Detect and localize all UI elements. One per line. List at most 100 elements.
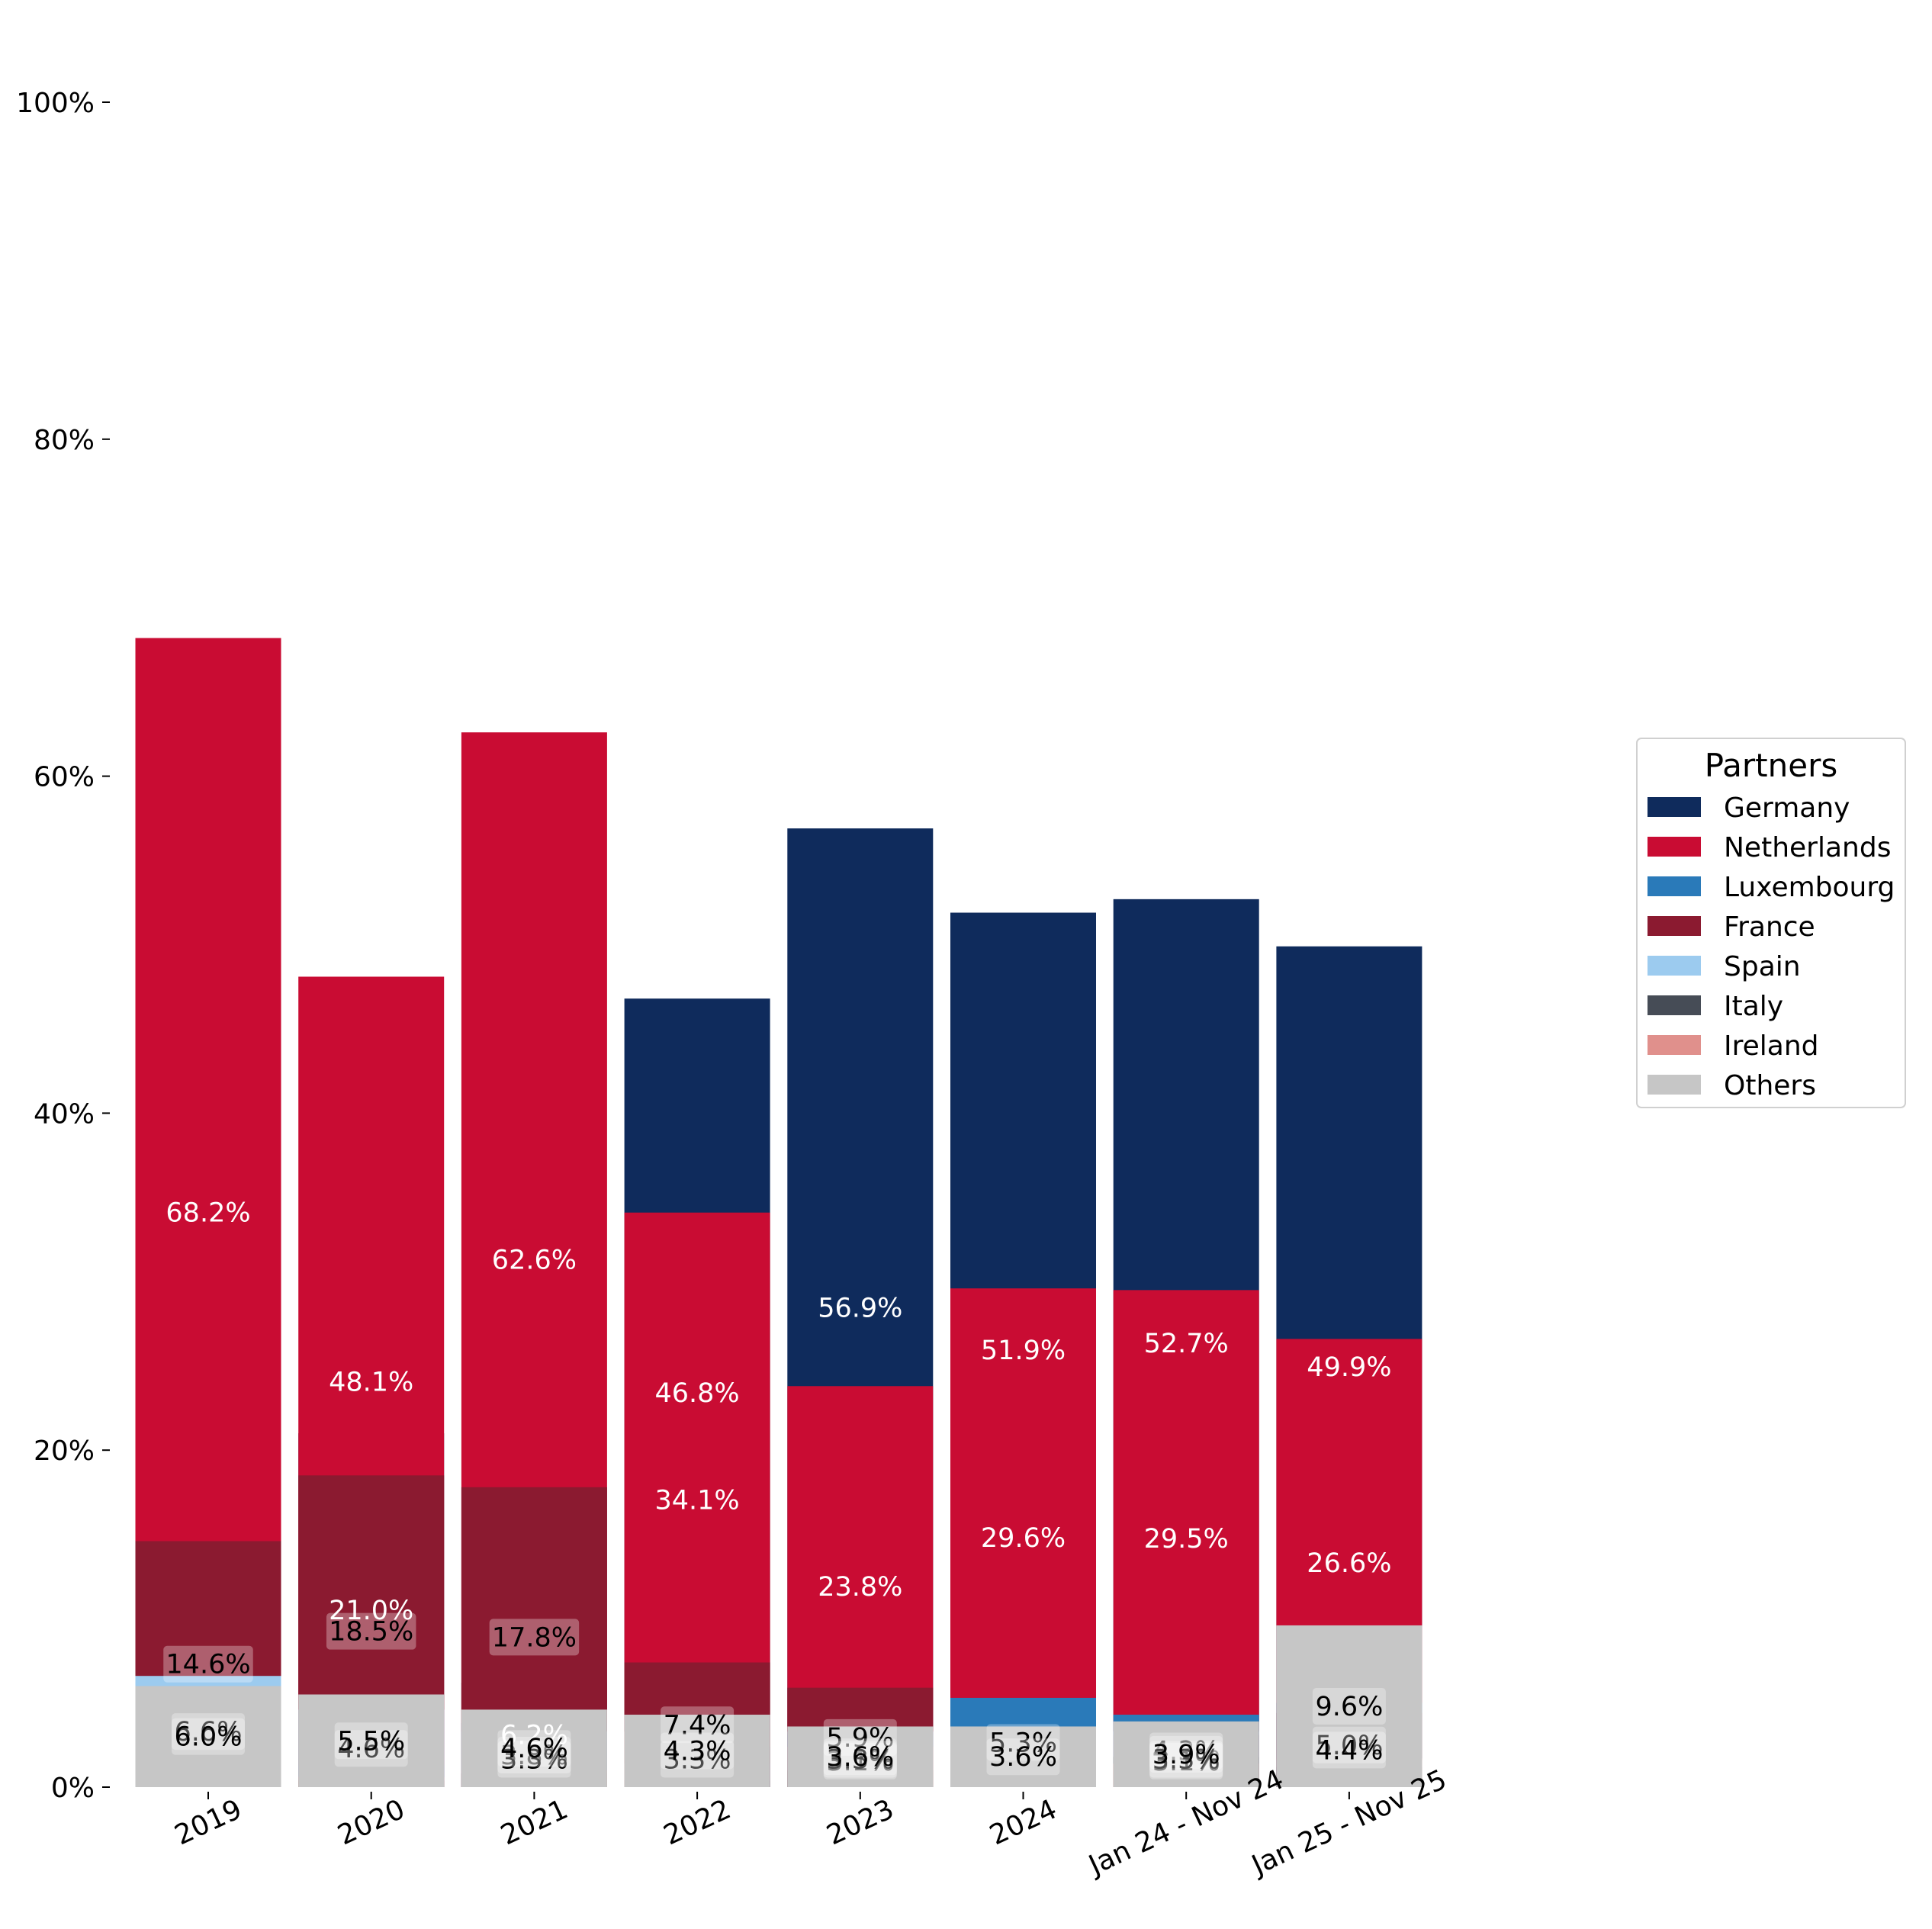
data-label-netherlands-jan-24-nov-24: 29.5% bbox=[1144, 1524, 1229, 1554]
x-tick-label-2024: 2024 bbox=[985, 1794, 1062, 1852]
data-label-ireland-2022-box bbox=[661, 1741, 735, 1778]
data-label-luxembourg-2024-box bbox=[986, 1724, 1060, 1761]
bars-layer bbox=[135, 638, 1422, 1788]
data-label-spain-2021-box bbox=[497, 1741, 571, 1778]
data-label-spain-jan-24-nov-24-box bbox=[1149, 1741, 1223, 1778]
legend-swatch-luxembourg bbox=[1648, 876, 1701, 896]
bar-others-jan-25-nov-25 bbox=[1276, 1625, 1422, 1787]
legend-label-luxembourg: Luxembourg bbox=[1724, 872, 1895, 903]
data-label-france-2022: 7.4% bbox=[664, 1710, 731, 1741]
y-tick-label-0: 0% bbox=[51, 1773, 95, 1804]
y-tick-label-3: 60% bbox=[34, 762, 95, 793]
y-axis: 0% 20% 40% 60% 80% 100% bbox=[16, 88, 110, 1804]
data-label-luxembourg-2021: 3.8% bbox=[500, 1741, 568, 1771]
data-label-france-2020-box bbox=[326, 1612, 416, 1650]
data-label-germany-jan-24-nov-24: 52.7% bbox=[1144, 1329, 1229, 1359]
bar-others-2019 bbox=[135, 1686, 281, 1787]
data-labels-layer: 68.2%14.6%6.6%6.0%21.0%48.1%18.5%4.6%5.5… bbox=[163, 1198, 1391, 1780]
x-tick-label-2021: 2021 bbox=[496, 1794, 572, 1852]
data-label-others-2019: 6.0% bbox=[175, 1722, 243, 1753]
data-label-spain-2019-box bbox=[172, 1713, 245, 1751]
data-label-others-jan-25-nov-25-box bbox=[1312, 1687, 1386, 1725]
data-label-france-jan-24-nov-24: 3.1% bbox=[1152, 1747, 1220, 1777]
data-label-luxembourg-2021-box bbox=[497, 1737, 571, 1774]
data-label-others-2024: 3.6% bbox=[989, 1742, 1057, 1773]
legend-label-germany: Germany bbox=[1724, 792, 1850, 824]
data-label-luxembourg-jan-25-nov-25-box bbox=[1312, 1726, 1386, 1763]
legend-label-others: Others bbox=[1724, 1070, 1816, 1101]
data-label-france-jan-25-nov-25-box bbox=[1312, 1731, 1386, 1769]
data-label-others-2020: 5.5% bbox=[337, 1726, 405, 1757]
data-label-france-2023-box bbox=[823, 1718, 897, 1756]
data-label-others-jan-25-nov-25: 9.6% bbox=[1315, 1692, 1383, 1722]
data-label-others-2022-box bbox=[661, 1732, 735, 1770]
data-label-germany-2022: 46.8% bbox=[655, 1378, 740, 1409]
data-label-others-2024-box bbox=[986, 1738, 1060, 1776]
legend-label-france: France bbox=[1724, 911, 1815, 943]
data-label-spain-jan-24-nov-24: 3.3% bbox=[1152, 1745, 1220, 1776]
y-tick-label-2: 40% bbox=[34, 1098, 95, 1130]
data-label-france-2019: 14.6% bbox=[166, 1650, 250, 1680]
data-label-netherlands-2019: 68.2% bbox=[166, 1198, 250, 1229]
data-label-others-2021: 4.6% bbox=[500, 1734, 568, 1764]
bar-netherlands-jan-24-nov-24 bbox=[1113, 1290, 1259, 1787]
legend-label-italy: Italy bbox=[1724, 991, 1783, 1022]
data-label-netherlands-jan-25-nov-25: 26.6% bbox=[1307, 1548, 1391, 1579]
data-label-others-2023: 3.6% bbox=[826, 1742, 894, 1773]
bar-others-jan-24-nov-24 bbox=[1113, 1721, 1259, 1787]
data-label-france-2021-box bbox=[489, 1619, 580, 1656]
data-label-netherlands-2024: 29.6% bbox=[981, 1523, 1066, 1554]
legend-frame bbox=[1636, 738, 1906, 1108]
data-label-luxembourg-jan-24-nov-24: 4.3% bbox=[1152, 1737, 1220, 1767]
data-label-others-2019-box bbox=[172, 1718, 245, 1755]
bar-others-2023 bbox=[787, 1726, 934, 1787]
data-label-luxembourg-2023-box bbox=[823, 1742, 897, 1780]
legend-swatch-ireland bbox=[1648, 1035, 1701, 1055]
data-label-germany-2020: 21.0% bbox=[329, 1596, 413, 1626]
data-label-france-2020: 18.5% bbox=[329, 1617, 413, 1648]
data-label-luxembourg-jan-25-nov-25: 5.0% bbox=[1315, 1731, 1383, 1761]
bar-others-2021 bbox=[461, 1709, 607, 1787]
data-label-france-2022-box bbox=[661, 1706, 735, 1744]
legend-label-ireland: Ireland bbox=[1724, 1030, 1819, 1062]
data-label-germany-2023: 56.9% bbox=[818, 1294, 902, 1324]
bar-others-2024 bbox=[950, 1726, 1096, 1787]
y-tick-label-5: 100% bbox=[16, 88, 95, 119]
data-label-spain-2023: 3.3% bbox=[826, 1745, 894, 1776]
legend-swatch-germany bbox=[1648, 797, 1701, 817]
legend-swatch-others bbox=[1648, 1075, 1701, 1095]
data-label-netherlands-2020: 48.1% bbox=[329, 1368, 413, 1398]
data-label-france-2023: 5.9% bbox=[826, 1723, 894, 1754]
data-label-others-2020-box bbox=[334, 1722, 408, 1760]
data-label-spain-2021: 3.3% bbox=[500, 1745, 568, 1776]
data-label-spain-2023-box bbox=[823, 1741, 897, 1778]
legend: Partners Germany Netherlands Luxembourg Fran… bbox=[1636, 738, 1906, 1108]
data-label-others-2021-box bbox=[497, 1730, 571, 1767]
legend-label-spain: Spain bbox=[1724, 951, 1801, 982]
data-label-others-jan-24-nov-24: 3.9% bbox=[1152, 1740, 1220, 1770]
data-label-others-2023-box bbox=[823, 1738, 897, 1776]
data-label-luxembourg-2024: 5.3% bbox=[989, 1728, 1057, 1758]
data-label-netherlands-2023: 23.8% bbox=[818, 1572, 902, 1603]
legend-swatch-italy bbox=[1648, 995, 1701, 1015]
y-tick-label-1: 20% bbox=[34, 1435, 95, 1467]
data-label-france-jan-24-nov-24-box bbox=[1149, 1742, 1223, 1780]
legend-swatch-netherlands bbox=[1648, 837, 1701, 857]
data-label-netherlands-2021: 62.6% bbox=[492, 1246, 577, 1276]
data-label-spain-2020-box bbox=[334, 1730, 408, 1767]
legend-swatch-spain bbox=[1648, 956, 1701, 976]
data-label-germany-2021: 6.2% bbox=[500, 1721, 568, 1751]
data-label-others-jan-24-nov-24-box bbox=[1149, 1735, 1223, 1773]
x-tick-label-2022: 2022 bbox=[659, 1794, 735, 1852]
legend-label-netherlands: Netherlands bbox=[1724, 832, 1891, 863]
data-label-luxembourg-jan-24-nov-24-box bbox=[1149, 1732, 1223, 1770]
data-label-germany-jan-25-nov-25: 49.9% bbox=[1307, 1352, 1391, 1383]
data-label-france-jan-25-nov-25: 4.4% bbox=[1315, 1735, 1383, 1766]
data-label-france-2021: 17.8% bbox=[492, 1622, 577, 1653]
data-label-ireland-2022: 3.3% bbox=[664, 1745, 731, 1776]
x-tick-label-2020: 2020 bbox=[333, 1794, 410, 1852]
data-label-others-2022: 4.3% bbox=[664, 1737, 731, 1767]
legend-swatch-france bbox=[1648, 916, 1701, 936]
x-tick-label-2023: 2023 bbox=[822, 1794, 898, 1852]
x-tick-label-2019: 2019 bbox=[170, 1794, 246, 1852]
